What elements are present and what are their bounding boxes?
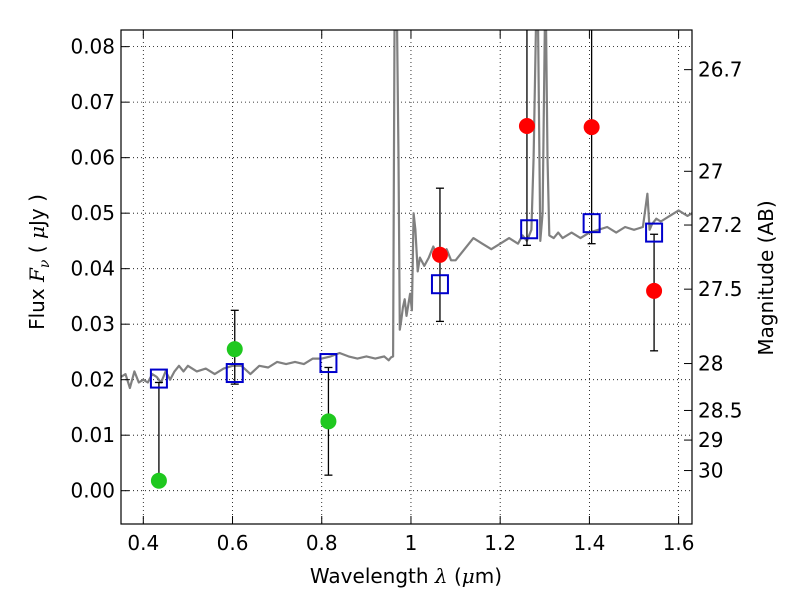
- model-square-marker: [319, 353, 338, 374]
- mag-tick-label: 28.5: [698, 398, 743, 422]
- x-tick-label: 0.6: [217, 531, 249, 555]
- photometry-point: [226, 341, 243, 358]
- y-tick-label: 0.03: [70, 312, 115, 336]
- model-square-marker: [149, 368, 168, 389]
- mag-tick-label: 27.2: [698, 213, 743, 237]
- y-axis-label-left: Flux Fν ( μJy ): [25, 194, 53, 330]
- mag-tick-label: 27.5: [698, 277, 743, 301]
- photometry-point: [431, 246, 448, 263]
- grid: [121, 30, 692, 524]
- x-tick-label: 1.4: [573, 531, 605, 555]
- model-square-marker: [582, 213, 601, 234]
- data-markers: [149, 118, 664, 489]
- x-tick-label: 0.4: [127, 531, 159, 555]
- mag-tick-label: 29: [698, 428, 723, 452]
- y-axis-label-right: Magnitude (AB): [754, 200, 778, 355]
- y-tick-label: 0.05: [70, 201, 115, 225]
- model-square-marker: [430, 274, 449, 295]
- model-square-marker: [520, 219, 539, 240]
- y-tick-label: 0.06: [70, 146, 115, 170]
- x-tick-label: 1.6: [663, 531, 695, 555]
- photometry-point: [646, 282, 663, 299]
- mag-tick-label: 27: [698, 159, 723, 183]
- y-tick-label: 0.02: [70, 368, 115, 392]
- error-bars: [154, 30, 659, 482]
- photometry-point: [583, 119, 600, 136]
- x-tick-label: 1.2: [484, 531, 516, 555]
- photometry-point: [150, 472, 167, 489]
- x-axis-label: Wavelength λ (μm): [310, 564, 502, 588]
- y-tick-label: 0.01: [70, 423, 115, 447]
- y-tick-label: 0.07: [70, 90, 115, 114]
- photometry-point: [518, 118, 535, 135]
- model-square-marker: [225, 363, 244, 384]
- spectrum-line: [121, 30, 692, 390]
- mag-tick-label: 26.7: [698, 58, 743, 82]
- photometry-point: [320, 413, 337, 430]
- mag-tick-label: 28: [698, 352, 723, 376]
- model-square-marker: [645, 222, 664, 243]
- x-tick-label: 1: [405, 531, 418, 555]
- y-tick-label: 0.00: [70, 479, 115, 503]
- spectrum-series: [121, 30, 692, 390]
- y-tick-label: 0.04: [70, 257, 115, 281]
- plot-frame: [120, 29, 693, 525]
- y-tick-label: 0.08: [70, 35, 115, 59]
- mag-tick-label: 30: [698, 459, 723, 483]
- axis-ticks: 0.4 0.6 0.8 1 1.2 1.4 1.6 0.00 0.01 0.02 0.03 0.04 0…: [70, 30, 743, 555]
- x-tick-label: 0.8: [306, 531, 338, 555]
